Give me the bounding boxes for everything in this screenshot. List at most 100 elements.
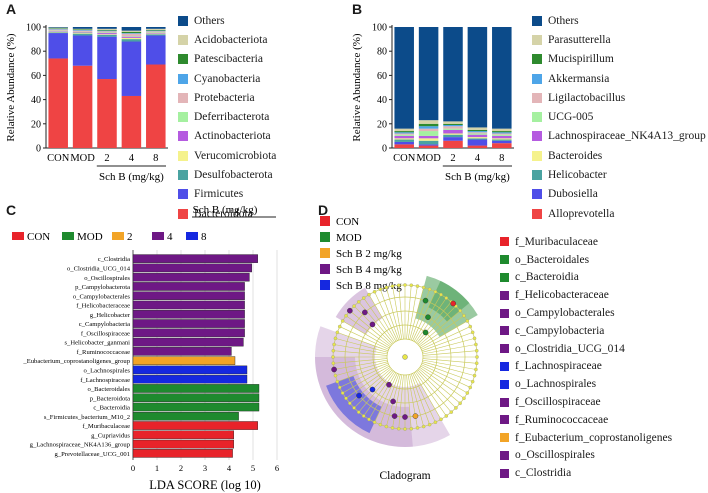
clado-leaf-node — [384, 285, 389, 290]
bar-segment-akkermansia — [443, 125, 463, 127]
bar-segment-firmicutes — [146, 35, 166, 65]
bar-segment-mucispirillum — [492, 131, 512, 133]
clado-leaf-node — [474, 348, 479, 353]
clado-leaf-node — [474, 367, 478, 372]
legend-item: Others — [178, 11, 276, 30]
bar-segment-lachnospiraceae-nk4a13-group — [467, 134, 488, 138]
clado-leaf-node — [439, 292, 443, 297]
clade-shade-oscillospirales — [315, 357, 413, 447]
clado-leaf-node — [415, 284, 420, 288]
clado-branch — [342, 320, 390, 349]
clado-branch — [409, 374, 424, 427]
clado-leaf-node — [340, 319, 345, 323]
bar-segment-lachnospiraceae-nk4a13-group — [394, 135, 414, 139]
clado-group-swatch — [320, 280, 330, 290]
lda-legend-label: 2 — [127, 231, 133, 243]
bar-segment-ucg-005 — [467, 133, 488, 135]
legend-item: Verucomicrobiota — [178, 146, 276, 165]
clado-taxon-legend-item: f_Muribaculaceae — [500, 233, 672, 251]
legend-item: Desulfobacterota — [178, 165, 276, 184]
clado-branch — [386, 287, 401, 340]
bar-segment-mucispirillum — [394, 131, 414, 133]
legend-label: c_Clostridia — [515, 467, 572, 480]
bar-segment-helicobacter — [443, 134, 463, 138]
bar-segment-actinobacteriota — [97, 33, 117, 35]
clado-branch — [335, 361, 388, 376]
lda-bar — [132, 272, 250, 282]
clado-root-node — [402, 354, 408, 360]
legend-item: Bacteroides — [532, 146, 706, 165]
bar-segment-alloprevotella — [492, 143, 512, 148]
legend-swatch — [500, 397, 509, 407]
clado-branch — [421, 362, 473, 382]
lda-bar — [132, 337, 244, 347]
x-tick-label: CON — [393, 153, 416, 164]
panel-a-stacked-bar-chart: Relative Abundance (%) 0 20 40 60 80 100 CON MOD… — [5, 23, 168, 183]
clado-group-swatch — [320, 248, 330, 258]
clado-biomarker-node — [450, 300, 456, 307]
bar-segment-cyanobacteria — [97, 30, 117, 32]
y-tick-label: 100 — [372, 23, 387, 34]
bar-segment-dubosiella — [443, 137, 463, 141]
legend-swatch — [500, 255, 509, 265]
legend-label: Mucispirillum — [548, 53, 614, 66]
clado-branch — [349, 310, 392, 346]
clado-biomarker-node — [390, 398, 396, 405]
bar-segment-helicobacter — [492, 139, 512, 141]
bar-segment-others — [418, 27, 439, 121]
clado-leaf-node — [403, 283, 407, 287]
panel-d-letter: D — [318, 202, 329, 218]
clado-leaf-node — [468, 385, 473, 390]
lda-taxon-label: g_Lachnospiraceae_NK4A136_group — [30, 442, 131, 449]
lda-bar — [132, 384, 260, 393]
panel-b-stacked-bar-chart: Relative Abundance (%) 0 20 40 60 80 100 CON MOD… — [351, 23, 514, 183]
clado-leaf-node — [367, 292, 371, 297]
legend-item: Parasutterella — [532, 30, 706, 49]
clado-leaf-node — [470, 330, 475, 335]
legend-swatch — [500, 379, 509, 389]
clado-leaf-node — [465, 319, 470, 323]
lda-bar — [132, 356, 236, 365]
clado-branch — [410, 373, 430, 425]
lda-taxon-label: c_Clostridia — [98, 256, 130, 263]
clado-leaf-node — [421, 285, 426, 290]
group-label: Sch B (mg/kg) — [445, 171, 510, 183]
panel-a-letter: A — [6, 1, 17, 17]
clado-branch — [417, 369, 457, 409]
legend-swatch — [178, 189, 188, 200]
clado-leaf-node — [352, 406, 356, 410]
clado-leaf-node — [474, 342, 478, 347]
bar-segment-patescibacteria — [72, 29, 93, 31]
clado-leaf-node — [472, 336, 477, 341]
clado-leaf-node — [356, 300, 361, 304]
clado-branch — [422, 338, 475, 353]
clado-branch — [337, 332, 389, 352]
bar-segment-cyanobacteria — [48, 28, 68, 30]
legend-swatch — [500, 433, 509, 443]
clado-leaf-node — [454, 406, 458, 410]
clado-branch — [420, 320, 468, 349]
clado-branch — [421, 364, 471, 388]
clado-branch — [335, 338, 388, 353]
legend-label: c_Bacteroidia — [515, 271, 579, 284]
clado-branch — [412, 373, 436, 423]
legend-item: Firmicutes — [178, 185, 276, 204]
clado-branch — [422, 350, 477, 356]
legend-label: Parasutterella — [548, 33, 611, 46]
clado-taxon-legend-item: o_Lachnospirales — [500, 375, 672, 393]
clado-leaf-node — [352, 304, 356, 308]
clado-leaf-node — [396, 426, 401, 431]
y-tick-label: 0 — [36, 144, 41, 155]
bar-segment-bacteroides — [443, 133, 463, 135]
clado-leaf-node — [333, 373, 338, 378]
clado-leaf-node — [344, 396, 348, 401]
bar-segment-ligilactobacillus — [492, 133, 512, 135]
legend-label: o_Oscillospirales — [515, 449, 595, 462]
clado-leaf-node — [472, 373, 477, 378]
legend-label: o_Bacteroidales — [515, 253, 590, 266]
clado-branch — [380, 289, 400, 341]
clado-leaf-node — [465, 391, 470, 395]
clado-taxon-legend-item: c_Campylobacteria — [500, 322, 672, 340]
bar-segment-bacteroidota — [146, 64, 166, 148]
bar-segment-mucispirillum — [467, 129, 488, 132]
